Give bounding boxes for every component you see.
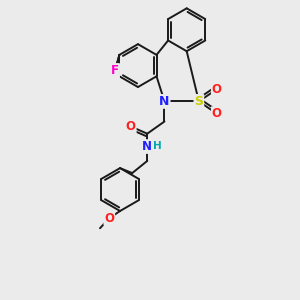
Text: O: O (104, 212, 114, 225)
Text: O: O (126, 120, 136, 133)
Text: H: H (153, 141, 161, 151)
Text: N: N (142, 140, 152, 153)
Text: F: F (111, 64, 119, 77)
Text: F: F (111, 64, 119, 77)
Text: N: N (159, 95, 170, 108)
Text: O: O (212, 107, 222, 120)
Text: O: O (212, 83, 222, 96)
Text: S: S (194, 95, 203, 108)
